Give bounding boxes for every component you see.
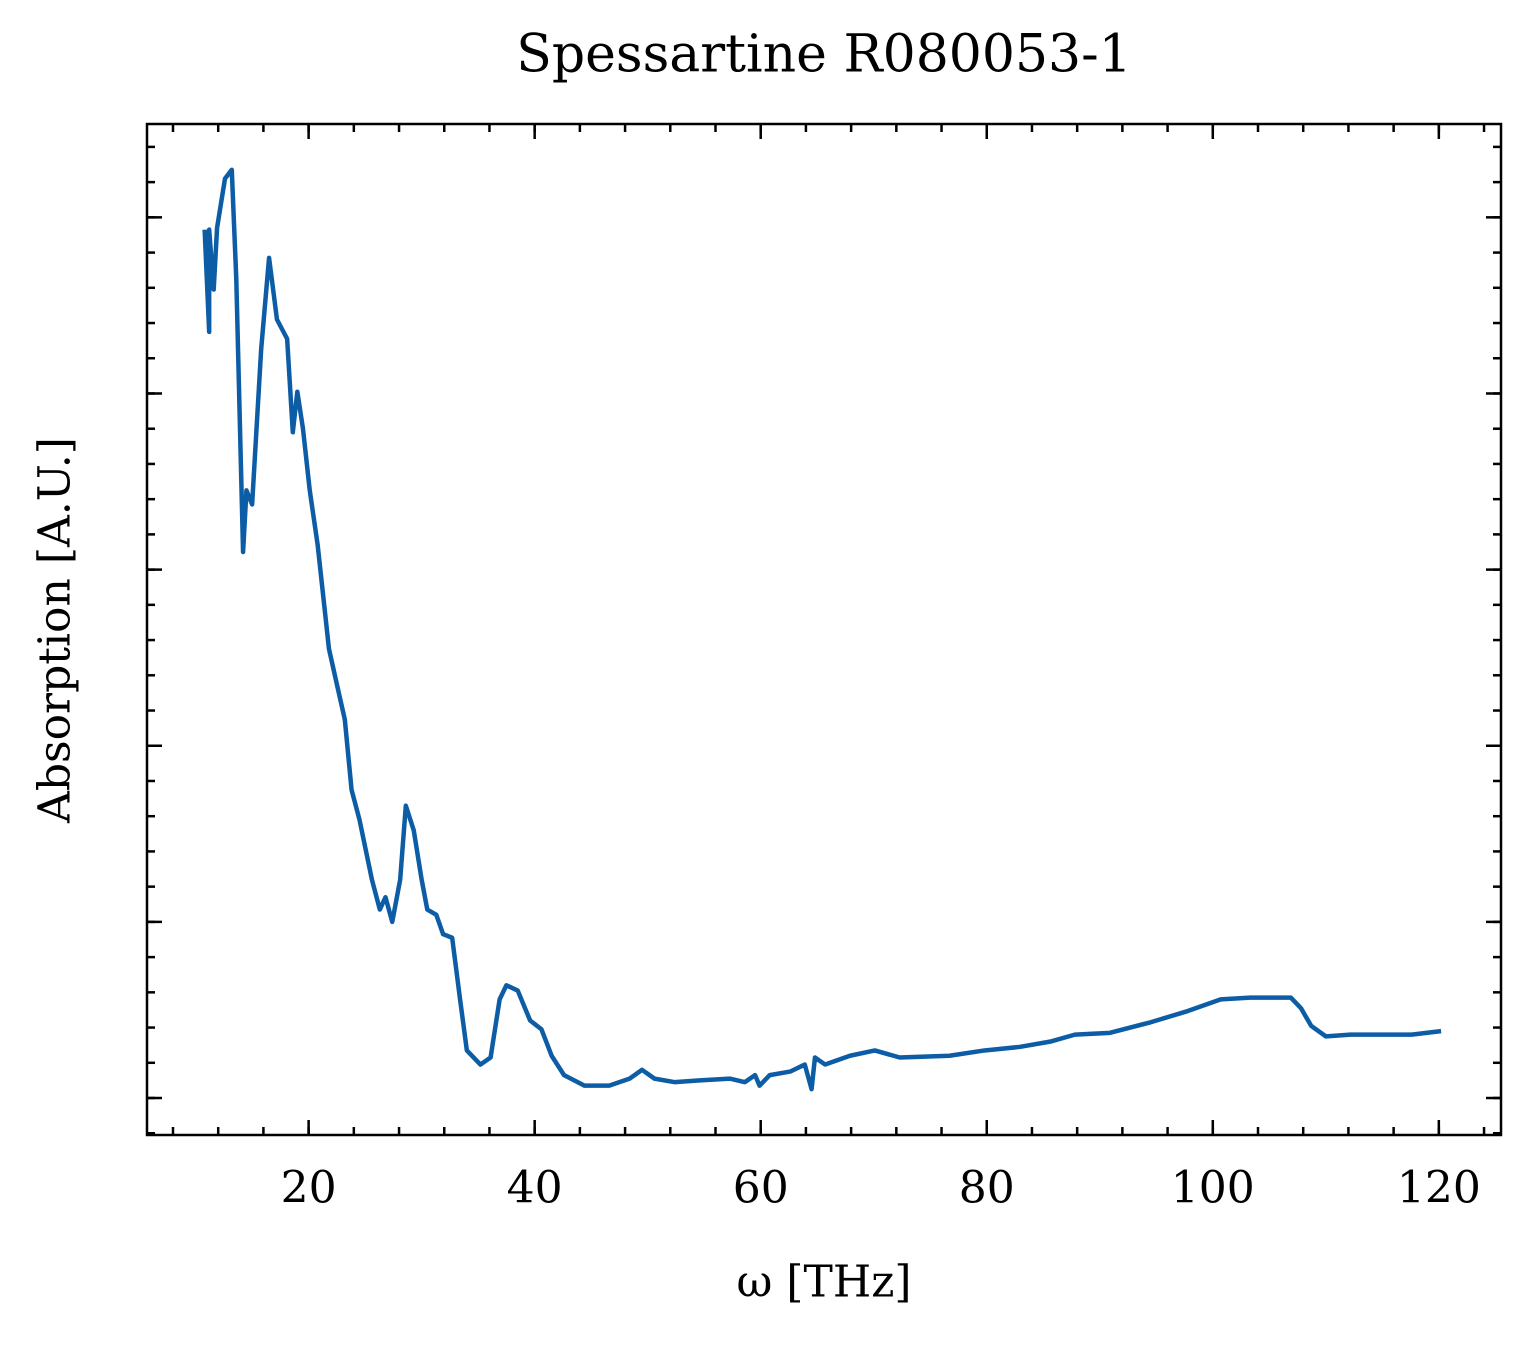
x-tick-label: 20 (281, 1163, 337, 1214)
plot-frame (145, 122, 1503, 1137)
chart-title: Spessartine R080053-1 (516, 25, 1132, 85)
x-tick-label: 80 (959, 1163, 1015, 1214)
x-axis-label: ω [THz] (736, 1257, 911, 1308)
y-axis-label: Absorption [A.U.] (30, 437, 81, 824)
x-tick-label: 60 (733, 1163, 789, 1214)
x-tick-label: 40 (507, 1163, 563, 1214)
data-line (202, 167, 1442, 1092)
x-tick-label: 100 (1171, 1163, 1255, 1214)
x-tick-label: 120 (1397, 1163, 1481, 1214)
